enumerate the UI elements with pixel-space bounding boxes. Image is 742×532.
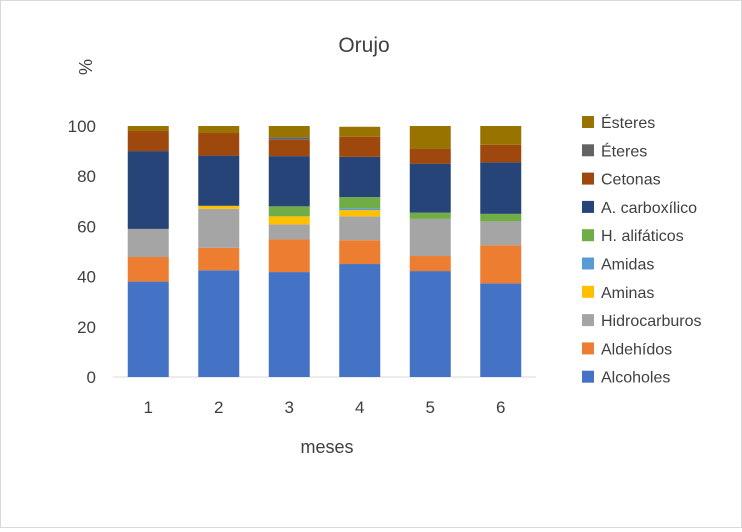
bar-segment: [339, 136, 381, 157]
legend-swatch: [582, 314, 594, 327]
y-tick-label: 40: [77, 268, 96, 287]
bar-segment: [268, 137, 310, 140]
y-tick-label: 20: [77, 318, 96, 337]
bar-segment: [339, 264, 381, 377]
x-axis-title: meses: [300, 437, 353, 457]
bar-segment: [198, 270, 240, 377]
bar-segment: [198, 247, 240, 271]
bar-segment: [409, 148, 451, 164]
bar-segment: [409, 271, 451, 377]
y-axis-ticks: 0 20 40 60 80 100: [68, 117, 96, 387]
bar-segment: [480, 144, 522, 163]
bar-segment: [339, 126, 381, 137]
legend-label: Alcoholes: [601, 370, 670, 387]
legend-label: Aldehídos: [601, 341, 672, 358]
bar-segment: [339, 210, 381, 217]
bar-segment: [268, 139, 310, 157]
x-tick-label: 5: [426, 398, 435, 417]
legend-swatch: [582, 116, 594, 128]
bar-segment: [268, 156, 310, 207]
bar-segment: [339, 197, 381, 209]
bar-segment: [409, 218, 451, 257]
bar-segment: [480, 126, 522, 145]
legend-label: Aminas: [601, 285, 654, 302]
x-tick-label: 4: [355, 398, 364, 417]
x-tick-label: 6: [496, 398, 505, 417]
bar-segment: [480, 162, 522, 214]
bar-segment: [127, 131, 169, 152]
bar-segment: [198, 208, 240, 248]
bar-segment: [339, 208, 381, 211]
legend-swatch: [582, 342, 594, 355]
legend-swatch: [582, 229, 594, 242]
bar-segment: [198, 155, 240, 206]
bar-segment: [127, 281, 169, 377]
bar-segment: [268, 239, 310, 273]
bar-segment: [127, 126, 169, 132]
bar-segment: [127, 257, 169, 282]
y-tick-label: 60: [77, 217, 96, 236]
legend-swatch: [582, 370, 594, 383]
bar-segment: [198, 205, 240, 209]
legend-label: Hidrocarburos: [601, 313, 701, 330]
bar-segment: [409, 256, 451, 272]
x-tick-label: 1: [144, 398, 153, 417]
bar-segment: [198, 126, 240, 134]
x-tick-label: 3: [285, 398, 294, 417]
bar-segment: [480, 283, 522, 377]
bar-segment: [480, 245, 522, 284]
bar-segment: [480, 221, 522, 246]
legend: Ésteres Éteres Cetonas A. carboxílico H. ali…: [582, 113, 701, 387]
bar-segment: [268, 206, 310, 217]
legend-swatch: [582, 144, 594, 157]
y-tick-label: 80: [77, 167, 96, 186]
bar-segment: [480, 213, 522, 222]
bar-segments: [127, 126, 522, 377]
x-tick-label: 2: [214, 398, 223, 417]
legend-label: A. carboxílico: [601, 200, 697, 217]
bar-segment: [268, 224, 310, 240]
bar-segment: [409, 126, 451, 149]
legend-label: Éteres: [601, 141, 647, 160]
bar-segment: [409, 163, 451, 213]
x-axis-ticks: 1 2 3 4 5 6: [144, 398, 506, 417]
legend-label: Amidas: [601, 257, 654, 274]
legend-label: Ésteres: [601, 113, 655, 132]
legend-swatch: [582, 257, 594, 270]
bar-segment: [198, 133, 240, 156]
legend-swatch: [582, 172, 594, 185]
bar-segment: [339, 240, 381, 265]
legend-swatch: [582, 285, 594, 298]
bar-segment: [268, 126, 310, 138]
y-tick-label: 0: [87, 368, 96, 387]
bar-segment: [268, 272, 310, 377]
bar-segment: [339, 156, 381, 198]
chart-title: Orujo: [338, 34, 389, 57]
bar-segment: [409, 212, 451, 219]
y-axis-title: %: [76, 59, 96, 75]
legend-label: H. alifáticos: [601, 228, 684, 245]
bar-segment: [127, 228, 169, 258]
y-tick-label: 100: [68, 117, 96, 136]
legend-label: Cetonas: [601, 172, 661, 189]
bar-segment: [127, 151, 169, 229]
bar-segment: [268, 216, 310, 225]
bar-segment: [339, 216, 381, 241]
legend-swatch: [582, 200, 594, 213]
